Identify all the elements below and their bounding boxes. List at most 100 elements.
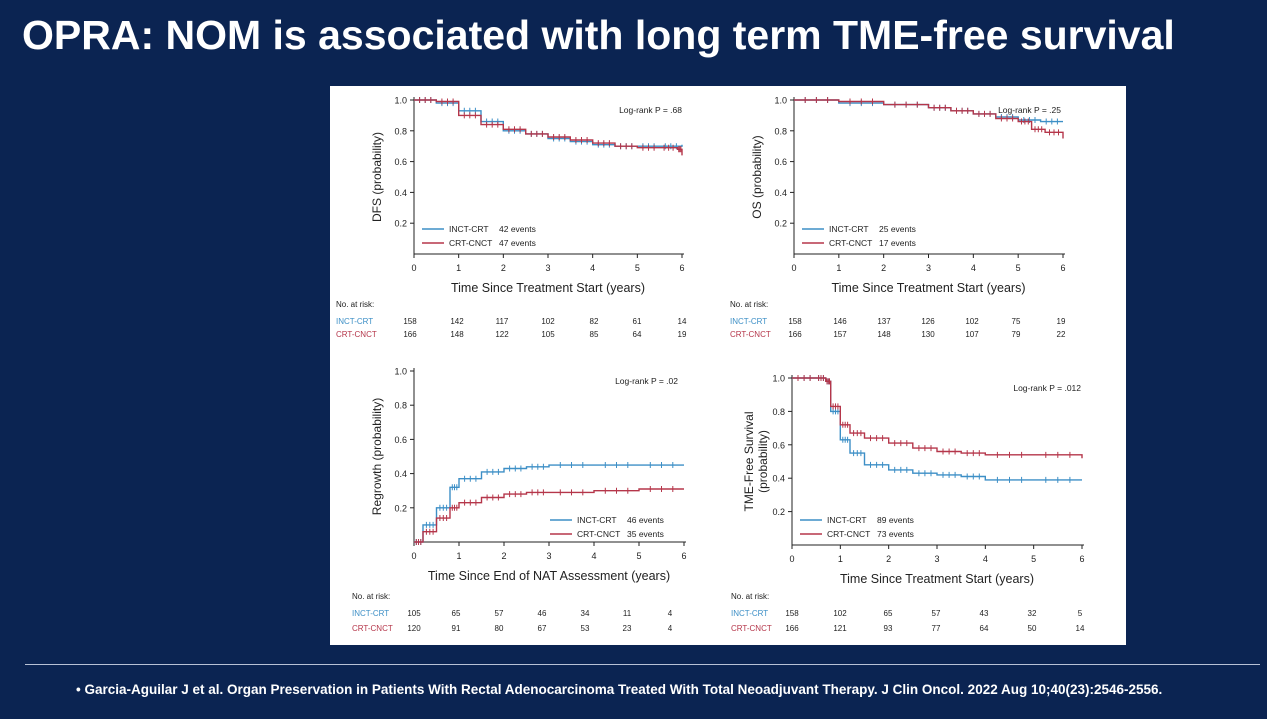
chart-4-y-axis-label-line: (probability): [756, 430, 770, 493]
chart-3-risk-row-1-value: 11: [623, 609, 632, 618]
citation-text: • Garcia-Aguilar J et al. Organ Preserva…: [76, 682, 1163, 697]
chart-3-series-2-curve: [414, 488, 684, 543]
slide-title: OPRA: NOM is associated with long term T…: [22, 12, 1175, 58]
chart-3-y-tick-label: 0.2: [394, 503, 407, 513]
chart-4-logrank-annotation: Log-rank P = .012: [1013, 383, 1081, 393]
chart-3-legend-1-events: 46 events: [627, 515, 664, 525]
chart-4-series-1-curve: [792, 377, 1082, 481]
chart-3-x-tick-label: 4: [591, 551, 596, 561]
chart-1-risk-row-1-value: 142: [450, 317, 464, 326]
chart-3-risk-row-1-value: 65: [452, 609, 461, 618]
chart-2-y-tick-label: 1.0: [774, 96, 787, 106]
chart-2-risk-row-2-value: 22: [1057, 330, 1066, 339]
chart-1-series-2-censor-marks: [419, 97, 682, 153]
chart-3-legend-2-label: CRT-CNCT: [577, 529, 620, 539]
chart-4-risk-row-2-value: 64: [980, 624, 989, 633]
chart-3-series-2-censor-marks: [415, 485, 674, 545]
chart-2-y-tick-label: 0.2: [774, 219, 787, 229]
chart-3-risk-row-1-value: 4: [668, 609, 673, 618]
chart-4-x-tick-label: 0: [789, 554, 794, 564]
chart-4-y-tick-label: 0.4: [772, 474, 785, 484]
footer-divider: [25, 664, 1260, 665]
chart-1-risk-row-2-value: 85: [590, 330, 599, 339]
chart-1-x-tick-label: 0: [411, 263, 416, 273]
chart-2-logrank-annotation: Log-rank P = .25: [998, 105, 1061, 115]
chart-2-risk-table-heading: No. at risk:: [730, 300, 768, 309]
chart-4-risk-row-2-value: 14: [1076, 624, 1085, 633]
chart-4-risk-row-1-label: INCT-CRT: [731, 609, 768, 618]
chart-1-x-tick-label: 1: [456, 263, 461, 273]
chart-1-x-tick-label: 6: [679, 263, 684, 273]
chart-3-risk-row-2-value: 53: [581, 624, 590, 633]
chart-1-risk-table-heading: No. at risk:: [336, 300, 374, 309]
chart-3-risk-table-heading: No. at risk:: [352, 592, 390, 601]
chart-3-y-tick-label: 0.6: [394, 435, 407, 445]
chart-4-risk-row-2-label: CRT-CNCT: [731, 624, 772, 633]
chart-1-risk-row-2-value: 148: [450, 330, 464, 339]
chart-3-x-tick-label: 5: [636, 551, 641, 561]
chart-2-y-tick-label: 0.4: [774, 188, 787, 198]
chart-3-risk-row-2-label: CRT-CNCT: [352, 624, 393, 633]
chart-1-risk-row-1-value: 61: [633, 317, 642, 326]
chart-2-risk-row-1-value: 126: [921, 317, 935, 326]
chart-1-y-tick-label: 0.2: [394, 219, 407, 229]
chart-3-risk-row-1-label: INCT-CRT: [352, 609, 389, 618]
chart-3-y-tick-label: 0.4: [394, 469, 407, 479]
chart-2-series-2-curve: [794, 99, 1064, 139]
chart-3-x-tick-label: 1: [456, 551, 461, 561]
chart-2-x-tick-label: 6: [1060, 263, 1065, 273]
chart-4-y-tick-label: 0.2: [772, 507, 785, 517]
chart-3-risk-row-1-value: 46: [538, 609, 547, 618]
chart-1-risk-row-2-value: 105: [541, 330, 555, 339]
chart-1-risk-row-1-value: 102: [541, 317, 555, 326]
chart-3-risk-row-1-value: 105: [407, 609, 421, 618]
chart-3-x-tick-label: 2: [501, 551, 506, 561]
chart-3-legend-1-label: INCT-CRT: [577, 515, 617, 525]
chart-3-logrank-annotation: Log-rank P = .02: [615, 376, 678, 386]
chart-1-x-tick-label: 4: [590, 263, 595, 273]
chart-2-y-tick-label: 0.6: [774, 157, 787, 167]
chart-1-legend-1-events: 42 events: [499, 224, 536, 234]
chart-2-legend-1-label: INCT-CRT: [829, 224, 869, 234]
chart-1-x-tick-label: 5: [635, 263, 640, 273]
chart-2-risk-row-1-value: 137: [877, 317, 891, 326]
chart-3-y-tick-label: 0.8: [394, 401, 407, 411]
chart-1-risk-row-2-value: 122: [495, 330, 509, 339]
chart-4-legend-2-label: CRT-CNCT: [827, 529, 870, 539]
chart-1-risk-row-1-value: 117: [496, 317, 509, 326]
chart-3-risk-row-1-value: 57: [495, 609, 504, 618]
chart-4-y-tick-label: 0.8: [772, 407, 785, 417]
chart-4-risk-row-2-value: 77: [932, 624, 941, 633]
chart-4-x-tick-label: 3: [934, 554, 939, 564]
chart-4-series-2-censor-marks: [797, 375, 1071, 458]
chart-2-risk-row-1-value: 146: [833, 317, 847, 326]
chart-1-x-axis-label: Time Since Treatment Start (years): [451, 281, 645, 295]
chart-3-risk-row-1-value: 34: [581, 609, 590, 618]
chart-3-x-tick-label: 3: [546, 551, 551, 561]
chart-4-series-2-curve: [792, 377, 1083, 459]
chart-4-risk-row-1-value: 65: [884, 609, 893, 618]
chart-4-risk-row-1-value: 158: [785, 609, 799, 618]
chart-4-y-tick-label: 1.0: [772, 374, 785, 384]
chart-2-risk-row-1-label: INCT-CRT: [730, 317, 767, 326]
chart-2-legend-1-events: 25 events: [879, 224, 916, 234]
chart-4-risk-row-2-value: 93: [884, 624, 893, 633]
chart-2-risk-row-1-value: 19: [1057, 317, 1066, 326]
chart-1-risk-row-1-value: 158: [403, 317, 417, 326]
chart-1-y-tick-label: 0.8: [394, 126, 407, 136]
chart-2-risk-row-2-label: CRT-CNCT: [730, 330, 771, 339]
chart-1-risk-row-1-label: INCT-CRT: [336, 317, 373, 326]
chart-4-x-axis-label: Time Since Treatment Start (years): [840, 572, 1034, 586]
chart-3-risk-row-2-value: 91: [452, 624, 461, 633]
chart-1-risk-row-2-label: CRT-CNCT: [336, 330, 377, 339]
chart-2-x-tick-label: 1: [836, 263, 841, 273]
chart-4-x-tick-label: 1: [838, 554, 843, 564]
chart-4-x-tick-label: 4: [983, 554, 988, 564]
chart-4-legend-1-events: 89 events: [877, 515, 914, 525]
chart-4-y-tick-label: 0.6: [772, 440, 785, 450]
chart-4-x-tick-label: 2: [886, 554, 891, 564]
chart-2-risk-row-2-value: 148: [877, 330, 891, 339]
chart-2-x-tick-label: 4: [971, 263, 976, 273]
chart-2-risk-row-2-value: 107: [965, 330, 979, 339]
